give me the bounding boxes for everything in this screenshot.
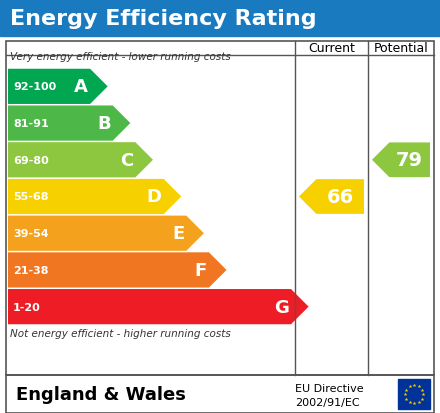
Polygon shape (8, 290, 308, 325)
Bar (0, 0, 440, 37)
Text: Energy Efficiency Rating: Energy Efficiency Rating (10, 9, 317, 28)
Text: 66: 66 (326, 188, 354, 206)
Bar (398, 379, 430, 409)
Text: 1-20: 1-20 (13, 302, 41, 312)
Text: D: D (147, 188, 161, 206)
Text: 92-100: 92-100 (13, 82, 56, 92)
Text: Not energy efficient - higher running costs: Not energy efficient - higher running co… (10, 328, 231, 338)
Polygon shape (8, 180, 181, 215)
Text: 55-68: 55-68 (13, 192, 48, 202)
Polygon shape (8, 216, 204, 251)
Polygon shape (8, 69, 108, 105)
Text: 79: 79 (396, 151, 423, 170)
Polygon shape (8, 106, 130, 141)
Polygon shape (299, 180, 364, 214)
Text: 69-80: 69-80 (13, 155, 49, 165)
Text: Current: Current (308, 43, 355, 55)
Polygon shape (372, 143, 430, 178)
Text: 81-91: 81-91 (13, 119, 49, 129)
Text: 2002/91/EC: 2002/91/EC (295, 396, 359, 407)
Text: England & Wales: England & Wales (16, 385, 186, 403)
Text: 21-38: 21-38 (13, 265, 48, 275)
Text: A: A (74, 78, 88, 96)
Bar (6, 42, 434, 375)
Text: EU Directive: EU Directive (295, 383, 363, 393)
Text: Potential: Potential (374, 43, 429, 55)
Text: G: G (274, 298, 289, 316)
Bar (6, 375, 434, 413)
Text: F: F (194, 261, 207, 279)
Text: Very energy efficient - lower running costs: Very energy efficient - lower running co… (10, 52, 231, 62)
Text: C: C (120, 152, 133, 169)
Text: 39-54: 39-54 (13, 229, 49, 239)
Polygon shape (8, 253, 227, 288)
Text: B: B (97, 115, 111, 133)
Polygon shape (8, 143, 153, 178)
Text: E: E (172, 225, 184, 242)
